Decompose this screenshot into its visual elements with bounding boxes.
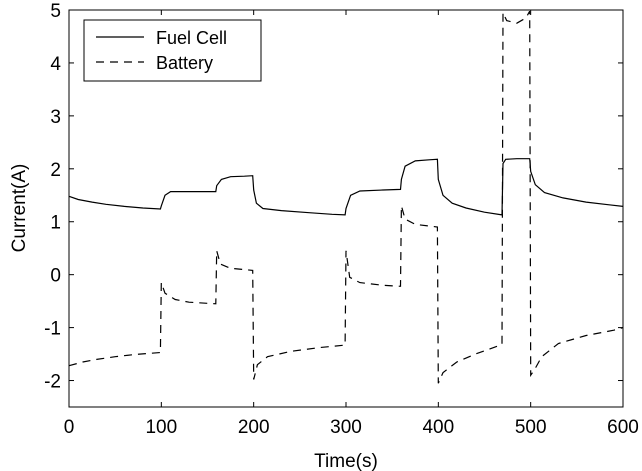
x-tick-label: 600 [607, 417, 639, 438]
x-axis-ticks: 0 100 200 300 400 500 600 [64, 10, 639, 438]
y-tick-label: 2 [50, 160, 61, 181]
x-tick-label: 200 [238, 417, 270, 438]
y-tick-label: 0 [50, 266, 61, 287]
legend: Fuel Cell Battery [83, 19, 262, 82]
x-tick-label: 400 [422, 417, 454, 438]
legend-fuel-cell-label: Fuel Cell [156, 28, 227, 48]
y-axis-label: Current(A) [9, 164, 30, 253]
x-tick-label: 300 [330, 417, 362, 438]
x-tick-label: 100 [145, 417, 177, 438]
y-axis-ticks: -2 -1 0 1 2 3 4 5 [44, 1, 623, 393]
y-tick-label: 4 [50, 54, 61, 75]
x-axis-label: Time(s) [314, 451, 378, 471]
legend-battery-label: Battery [156, 53, 213, 73]
legend-box [83, 19, 262, 82]
y-tick-label: -2 [44, 372, 61, 393]
x-tick-label: 500 [515, 417, 547, 438]
y-tick-label: -1 [44, 319, 61, 340]
y-tick-label: 5 [50, 1, 61, 22]
series-layer [68, 10, 624, 384]
y-tick-label: 3 [50, 107, 61, 128]
x-tick-label: 0 [64, 417, 75, 438]
series-line-battery [68, 10, 624, 384]
y-tick-label: 1 [50, 213, 61, 234]
series-line-fuel-cell [68, 158, 624, 216]
